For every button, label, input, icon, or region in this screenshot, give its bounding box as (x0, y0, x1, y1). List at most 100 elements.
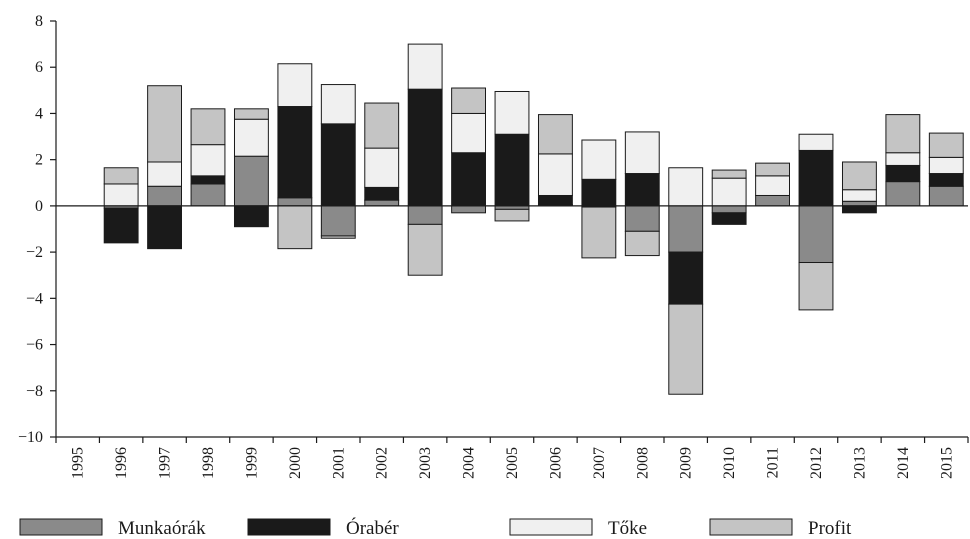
bar-segment (277, 106, 313, 199)
bar-segment (624, 230, 660, 257)
legend-swatch (19, 518, 103, 536)
y-axis-tick-labels: −10 −8 −6 −4 −2 0 2 4 6 8 (18, 13, 43, 446)
bar-segment (668, 251, 704, 305)
bar-segment (928, 132, 964, 158)
y-tick-label: −10 (18, 429, 43, 446)
y-tick-label: 6 (35, 59, 43, 76)
legend-label: Tőke (608, 518, 647, 539)
bar-segment (364, 186, 400, 201)
bar-segment (494, 133, 530, 207)
bar-segment (103, 183, 139, 207)
x-tick-label: 2006 (547, 447, 564, 479)
bar-segment (320, 205, 356, 237)
y-tick-label: 4 (35, 105, 43, 122)
x-tick-label: 2015 (938, 447, 955, 479)
bar-segment (581, 139, 617, 180)
bar-segment (537, 153, 573, 196)
bar-segment (320, 235, 356, 239)
x-tick-label: 2008 (634, 447, 651, 479)
y-tick-label: −8 (26, 383, 43, 400)
legend-swatch (247, 518, 331, 536)
bar-segment (537, 114, 573, 155)
x-axis-tick-labels: 1995 1996 1997 1998 1999 2000 2001 2002 2003 2004… (70, 447, 956, 479)
bar-segment (668, 303, 704, 395)
x-tick-label: 1995 (70, 447, 87, 479)
y-tick-label: −4 (26, 290, 43, 307)
bar-segment (451, 112, 487, 154)
bar-segment (407, 223, 443, 276)
bar-segment (233, 205, 269, 228)
bar-segment (624, 173, 660, 207)
bar-segment (928, 173, 964, 187)
x-tick-label: 1997 (157, 447, 174, 479)
y-tick-label: −6 (26, 337, 43, 354)
y-tick-label: −2 (26, 244, 43, 261)
bar-segment (277, 205, 313, 250)
bar-segment (277, 63, 313, 108)
bar-segment (320, 123, 356, 207)
bars-group (103, 43, 964, 395)
x-tick-label: 2004 (461, 447, 478, 479)
bar-segment (190, 144, 226, 177)
x-tick-label: 2010 (721, 447, 738, 479)
bar-segment (147, 161, 183, 187)
bar-segment (885, 181, 921, 207)
legend-label: Órabér (346, 517, 399, 539)
bar-segment (147, 85, 183, 163)
x-tick-label: 2009 (678, 447, 695, 479)
bar-segment (711, 169, 747, 179)
bar-segment (103, 167, 139, 185)
bar-segment (624, 131, 660, 175)
x-tick-label: 2000 (287, 447, 304, 479)
x-tick-label: 2001 (330, 447, 347, 479)
y-tick-label: 0 (35, 198, 43, 215)
bar-segment (277, 197, 313, 207)
bar-segment (233, 155, 269, 207)
legend-label: Munkaórák (118, 518, 206, 539)
bar-segment (668, 167, 704, 207)
x-tick-label: 2012 (808, 447, 825, 479)
bar-segment (885, 114, 921, 154)
bar-segment (233, 108, 269, 120)
bar-segment (147, 205, 183, 250)
x-tick-label: 1998 (200, 447, 217, 479)
bar-segment (928, 156, 964, 175)
bar-segment (147, 185, 183, 207)
bar-segment (190, 175, 226, 185)
bar-segment (190, 108, 226, 146)
bar-segment (755, 194, 791, 207)
x-tick-label: 2005 (504, 447, 521, 479)
bar-segment (885, 164, 921, 183)
bar-segment (364, 147, 400, 188)
legend-swatch (509, 518, 593, 536)
bar-segment (407, 205, 443, 225)
y-axis-ticks (50, 20, 56, 438)
bar-segment (364, 199, 400, 207)
bar-segment (451, 205, 487, 214)
x-axis-ticks (55, 437, 969, 443)
bar-segment (841, 161, 877, 191)
x-tick-label: 2007 (591, 447, 608, 479)
bar-segment (451, 87, 487, 114)
bar-segment (624, 205, 660, 232)
bar-segment (451, 152, 487, 207)
bar-segment (755, 175, 791, 196)
y-tick-label: 2 (35, 152, 43, 169)
bar-segment (320, 84, 356, 125)
bar-segment (711, 212, 747, 225)
x-tick-label: 2014 (895, 447, 912, 479)
bar-segment (841, 205, 877, 214)
bar-segment (190, 183, 226, 207)
bar-segment (755, 162, 791, 177)
bar-segment (407, 43, 443, 90)
legend-swatch (709, 518, 793, 536)
x-tick-label: 2003 (417, 447, 434, 479)
legend-label: Profit (808, 518, 852, 539)
y-tick-label: 8 (35, 13, 43, 30)
x-tick-label: 2013 (851, 447, 868, 479)
bar-segment (581, 178, 617, 207)
bar-segment (798, 149, 834, 207)
bar-segment (364, 102, 400, 149)
legend: Munkaórák Órabér Tőke Profit (19, 517, 852, 539)
